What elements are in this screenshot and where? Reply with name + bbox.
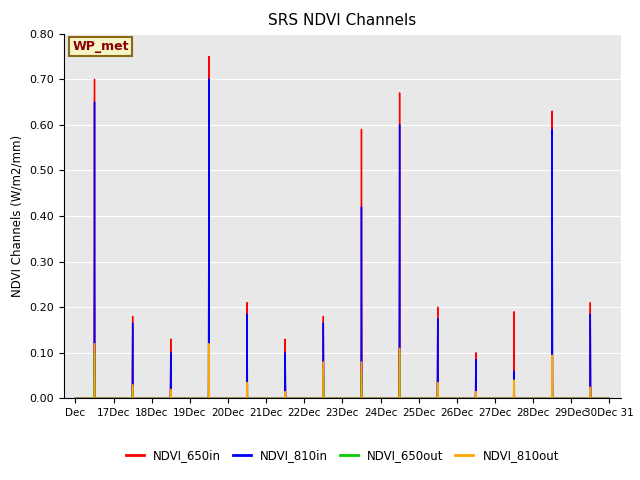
Text: WP_met: WP_met <box>72 40 129 53</box>
Legend: NDVI_650in, NDVI_810in, NDVI_650out, NDVI_810out: NDVI_650in, NDVI_810in, NDVI_650out, NDV… <box>121 444 564 467</box>
Title: SRS NDVI Channels: SRS NDVI Channels <box>268 13 417 28</box>
Y-axis label: NDVI Channels (W/m2/mm): NDVI Channels (W/m2/mm) <box>11 135 24 297</box>
